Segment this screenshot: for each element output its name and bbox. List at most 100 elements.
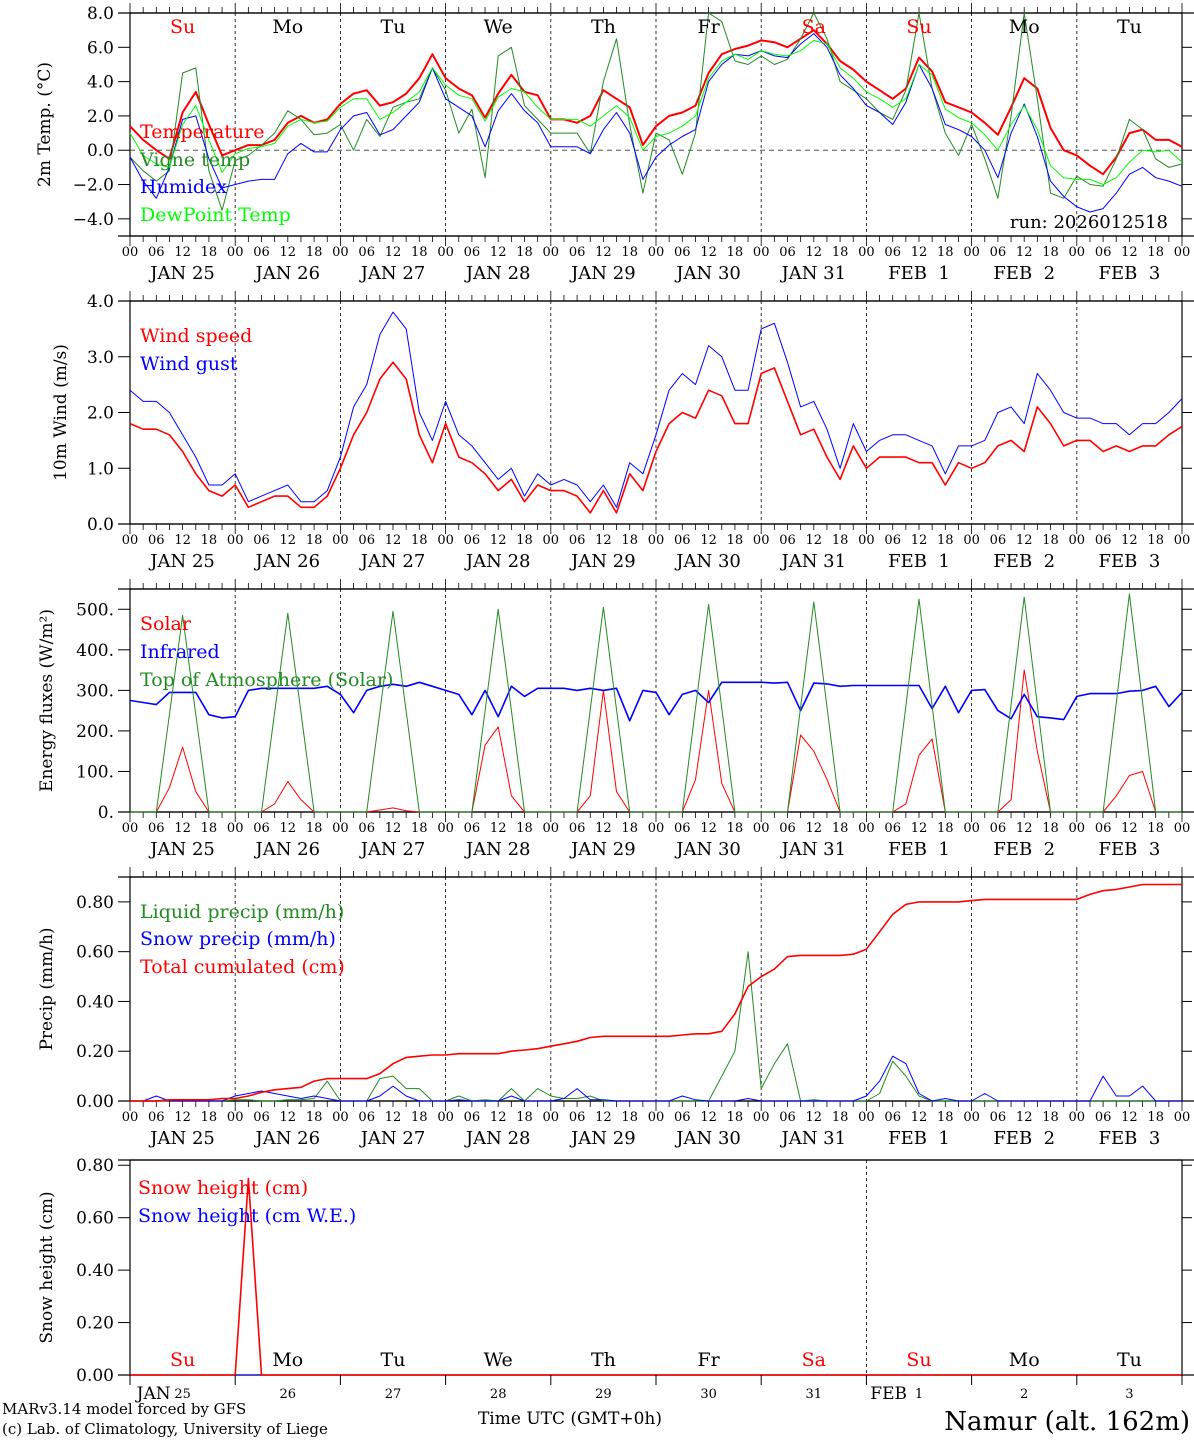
x-tick-label: 00	[227, 533, 244, 548]
x-tick-label: 00	[122, 1110, 139, 1125]
x-tick-label: 00	[122, 821, 139, 836]
x-tick-label: 18	[621, 533, 638, 548]
x-tick-label: 06	[779, 821, 796, 836]
x-date-label: JAN 30	[674, 1128, 741, 1149]
x-tick-label: 00	[332, 1110, 349, 1125]
day-number-label: 31	[806, 1387, 823, 1402]
x-tick-label: 18	[306, 245, 323, 260]
x-tick-label: 12	[385, 821, 402, 836]
x-tick-label: 12	[385, 245, 402, 260]
x-tick-label: 18	[937, 245, 954, 260]
x-tick-label: 12	[1016, 821, 1033, 836]
x-tick-label: 06	[253, 821, 270, 836]
x-date-label: JAN 28	[464, 551, 531, 572]
x-tick-label: 00	[437, 1110, 454, 1125]
plot-frame	[129, 12, 1183, 237]
series-infrared	[129, 681, 1183, 722]
model-credit: MARv3.14 model forced by GFS	[2, 1400, 246, 1418]
x-tick-label: 06	[674, 821, 691, 836]
x-tick-label: 00	[437, 533, 454, 548]
y-tick-label: 0.	[98, 803, 114, 823]
series-vigne-temp	[129, 12, 1183, 211]
x-tick-label: 18	[516, 245, 533, 260]
x-tick-label: 06	[148, 821, 165, 836]
x-tick-label: 12	[174, 245, 191, 260]
weekday-label: Mo	[272, 16, 303, 38]
x-date-label: FEB 2	[993, 839, 1055, 860]
x-tick-label: 18	[306, 1110, 323, 1125]
x-tick-label: 18	[621, 1110, 638, 1125]
x-tick-label: 12	[595, 533, 612, 548]
day-number-label: 1	[915, 1387, 923, 1402]
x-date-label: FEB 3	[1099, 1128, 1161, 1149]
x-tick-label: 18	[411, 245, 428, 260]
y-tick-label: 200.	[76, 722, 114, 742]
x-tick-label: 18	[727, 245, 744, 260]
x-tick-label: 00	[858, 245, 875, 260]
x-tick-label: 00	[753, 821, 770, 836]
x-tick-label: 00	[648, 821, 665, 836]
x-tick-label: 00	[648, 245, 665, 260]
x-tick-label: 06	[569, 533, 586, 548]
panel-2	[118, 291, 1194, 534]
x-date-label: JAN 31	[780, 263, 847, 284]
x-tick-label: 06	[779, 1110, 796, 1125]
x-tick-label: 18	[516, 821, 533, 836]
y-axis-label: Snow height (cm)	[37, 1191, 57, 1343]
weekday-label: Su	[906, 16, 931, 38]
x-date-label: JAN 26	[254, 839, 321, 860]
x-tick-label: 00	[753, 245, 770, 260]
x-tick-label: 18	[621, 245, 638, 260]
x-date-label: FEB 3	[1099, 839, 1161, 860]
x-tick-label: 12	[1016, 1110, 1033, 1125]
y-tick-label: 6.0	[87, 38, 114, 58]
x-tick-label: 18	[937, 1110, 954, 1125]
x-tick-label: 06	[990, 245, 1007, 260]
day-number-label: 28	[490, 1387, 507, 1402]
x-tick-label: 18	[1147, 821, 1164, 836]
x-date-label: FEB 2	[993, 1128, 1055, 1149]
x-tick-label: 00	[858, 1110, 875, 1125]
y-tick-label: 0.00	[76, 1366, 114, 1386]
x-date-label: JAN 27	[359, 1128, 426, 1149]
x-tick-label: 06	[1095, 1110, 1112, 1125]
x-tick-label: 00	[1174, 821, 1191, 836]
x-tick-label: 18	[832, 821, 849, 836]
weekday-label: Su	[170, 16, 195, 38]
x-tick-label: 12	[806, 533, 823, 548]
x-tick-label: 18	[1042, 821, 1059, 836]
x-date-label: JAN 25	[148, 1128, 215, 1149]
x-date-label: JAN 27	[359, 839, 426, 860]
y-tick-label: 400.	[76, 641, 114, 661]
station-title: Namur (alt. 162m)	[944, 1407, 1190, 1437]
y-tick-label: 4.0	[87, 292, 114, 312]
x-tick-label: 06	[990, 533, 1007, 548]
x-tick-label: 12	[174, 533, 191, 548]
x-tick-label: 00	[227, 1110, 244, 1125]
x-tick-label: 00	[227, 821, 244, 836]
x-tick-label: 06	[1095, 245, 1112, 260]
x-tick-label: 12	[700, 533, 717, 548]
x-tick-label: 06	[464, 1110, 481, 1125]
day-number-label: 29	[595, 1387, 612, 1402]
x-date-label: JAN 25	[148, 839, 215, 860]
x-tick-label: 00	[543, 821, 560, 836]
x-tick-label: 06	[884, 1110, 901, 1125]
y-tick-label: 0.0	[87, 515, 114, 535]
weekday-label: We	[484, 1349, 513, 1371]
y-tick-label: 500.	[76, 600, 114, 620]
x-tick-label: 00	[543, 533, 560, 548]
y-tick-label: 3.0	[87, 348, 114, 368]
x-tick-label: 18	[411, 821, 428, 836]
x-date-label: FEB 1	[888, 551, 950, 572]
x-tick-label: 00	[122, 533, 139, 548]
x-tick-label: 18	[411, 1110, 428, 1125]
x-tick-label: 12	[911, 533, 928, 548]
weekday-label: Mo	[1009, 1349, 1040, 1371]
y-tick-label: 0.00	[76, 1092, 114, 1112]
series-snow-precip-mm-h	[130, 1055, 1182, 1102]
weekday-label: Sa	[802, 16, 826, 38]
x-tick-label: 06	[1095, 821, 1112, 836]
weekday-label: Su	[906, 1349, 931, 1371]
x-tick-label: 06	[779, 245, 796, 260]
